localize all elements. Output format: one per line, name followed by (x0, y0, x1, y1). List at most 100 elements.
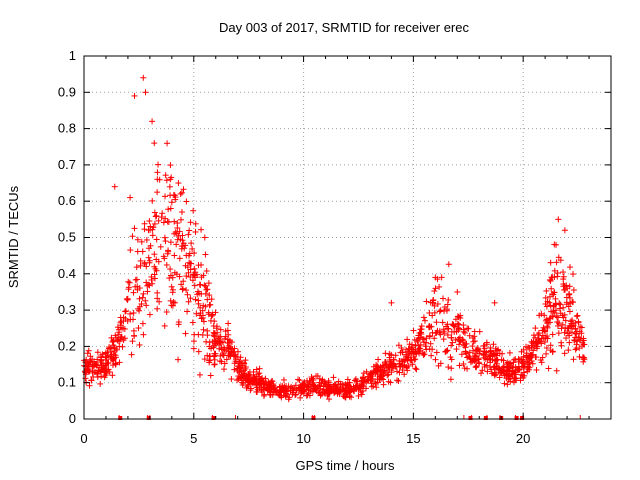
data-point (503, 367, 510, 374)
data-point (136, 303, 143, 310)
data-point (452, 316, 459, 323)
data-point (543, 344, 550, 351)
data-point (422, 343, 429, 350)
data-point (553, 259, 560, 266)
data-point (567, 323, 574, 330)
data-point (380, 370, 387, 377)
x-axis-label: GPS time / hours (296, 458, 395, 473)
data-point (571, 337, 578, 344)
data-point (360, 374, 367, 381)
data-point (103, 360, 110, 367)
data-point (385, 378, 392, 385)
data-point (155, 161, 162, 168)
data-point (200, 272, 207, 279)
data-point (291, 385, 298, 392)
data-point (128, 351, 135, 358)
gap-marker (468, 416, 473, 420)
data-point (449, 321, 456, 328)
data-point (161, 234, 168, 241)
data-point (473, 364, 480, 371)
data-point (358, 381, 365, 388)
data-point (191, 271, 198, 278)
data-point (553, 367, 560, 374)
data-point (206, 357, 213, 364)
data-point (493, 356, 500, 363)
data-point (431, 302, 438, 309)
data-point (151, 251, 158, 258)
data-point (195, 297, 202, 304)
y-tick-label: 0.4 (58, 266, 76, 281)
data-point (178, 281, 185, 288)
data-point (163, 177, 170, 184)
data-point (421, 317, 428, 324)
data-point (388, 359, 395, 366)
x-tick-label: 15 (406, 431, 420, 446)
data-point (408, 357, 415, 364)
data-point (440, 336, 447, 343)
data-point (356, 382, 363, 389)
data-point (201, 356, 208, 363)
data-point (204, 296, 211, 303)
data-point (372, 380, 379, 387)
data-point (447, 354, 454, 361)
data-point (276, 384, 283, 391)
data-point (140, 74, 147, 81)
data-point (481, 345, 488, 352)
data-point (195, 262, 202, 269)
data-point (388, 299, 395, 306)
data-point (139, 248, 146, 255)
data-point (305, 386, 312, 393)
data-point (258, 376, 265, 383)
data-point (423, 298, 430, 305)
data-point (470, 338, 477, 345)
data-point (84, 350, 91, 357)
gap-marker (118, 416, 123, 420)
data-point (574, 312, 581, 319)
data-point (547, 302, 554, 309)
data-point (178, 243, 185, 250)
data-point (493, 371, 500, 378)
data-point (131, 92, 138, 99)
data-point (242, 357, 249, 364)
data-point (570, 287, 577, 294)
data-point (421, 351, 428, 358)
data-point (166, 183, 173, 190)
data-point (141, 226, 148, 233)
data-point (471, 357, 478, 364)
data-point (117, 314, 124, 321)
data-point (179, 285, 186, 292)
data-point (342, 394, 349, 401)
data-point (162, 238, 169, 245)
data-point (544, 335, 551, 342)
data-point (97, 359, 104, 366)
data-point (198, 226, 205, 233)
data-point (494, 365, 501, 372)
data-point (561, 350, 568, 357)
data-point (535, 335, 542, 342)
data-point (532, 334, 539, 341)
data-point (455, 321, 462, 328)
data-point (167, 239, 174, 246)
data-point (566, 339, 573, 346)
data-point (518, 348, 525, 355)
data-point (436, 308, 443, 315)
data-point (477, 370, 484, 377)
data-point (535, 330, 542, 337)
data-point (256, 373, 263, 380)
data-point (206, 292, 213, 299)
data-point (542, 300, 549, 307)
data-point (103, 370, 110, 377)
y-tick-label: 0 (69, 411, 76, 426)
data-point (475, 346, 482, 353)
data-point (174, 224, 181, 231)
grid (84, 56, 611, 419)
x-tick-label: 5 (190, 431, 197, 446)
data-point (555, 330, 562, 337)
data-point (92, 360, 99, 367)
data-point (188, 260, 195, 267)
y-tick-label: 0.2 (58, 338, 76, 353)
data-points (81, 74, 588, 403)
data-point (377, 373, 384, 380)
data-point (539, 327, 546, 334)
data-point (149, 197, 156, 204)
